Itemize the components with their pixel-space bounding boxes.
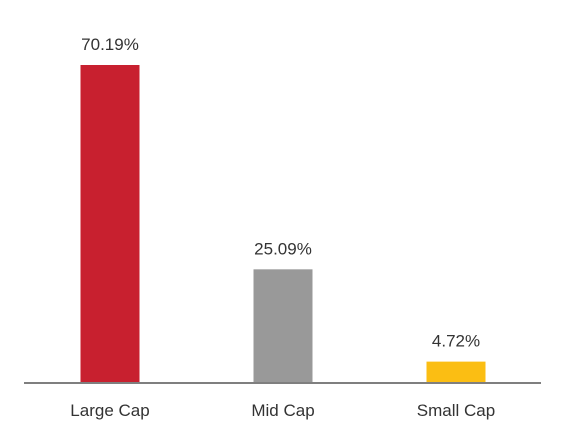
bar-small-cap	[426, 361, 486, 383]
bars-layer	[80, 65, 486, 383]
category-label-large-cap: Large Cap	[70, 401, 149, 420]
value-label-large-cap: 70.19%	[81, 35, 139, 54]
value-labels-layer: 70.19% 25.09% 4.72%	[81, 35, 480, 351]
bar-mid-cap	[253, 269, 313, 383]
value-label-mid-cap: 25.09%	[254, 239, 312, 258]
value-label-small-cap: 4.72%	[432, 332, 480, 351]
category-label-mid-cap: Mid Cap	[251, 401, 314, 420]
category-label-small-cap: Small Cap	[417, 401, 495, 420]
category-labels-layer: Large Cap Mid Cap Small Cap	[70, 401, 495, 420]
bar-large-cap	[80, 65, 140, 383]
